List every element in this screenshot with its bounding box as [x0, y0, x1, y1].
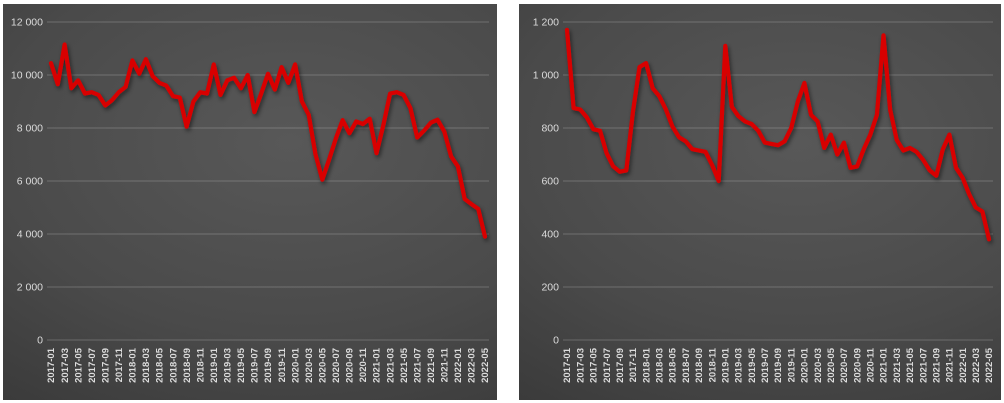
- right-chart-panel: 0 200 400 600 800 1 000 1 200 2017-01 2017-03 201…: [519, 4, 1001, 400]
- svg-text:2019-09: 2019-09: [263, 348, 274, 383]
- svg-text:2 000: 2 000: [17, 282, 43, 294]
- svg-text:2020-03: 2020-03: [304, 348, 315, 383]
- svg-text:2017-07: 2017-07: [87, 348, 98, 383]
- svg-text:2018-09: 2018-09: [694, 348, 705, 383]
- x-axis-labels: 2017-01 2017-03 2017-05 2017-07 2017-09 2017-…: [562, 347, 995, 383]
- svg-text:2017-01: 2017-01: [562, 347, 573, 383]
- svg-text:2020-09: 2020-09: [345, 348, 356, 383]
- svg-text:2021-11: 2021-11: [945, 347, 956, 382]
- svg-text:2022-05: 2022-05: [480, 347, 491, 383]
- svg-text:2019-07: 2019-07: [760, 348, 771, 383]
- svg-text:2019-09: 2019-09: [773, 348, 784, 383]
- svg-text:2019-07: 2019-07: [250, 348, 261, 383]
- svg-text:2017-11: 2017-11: [628, 347, 639, 382]
- svg-text:2018-03: 2018-03: [141, 348, 152, 383]
- svg-text:2021-05: 2021-05: [399, 347, 410, 383]
- svg-text:600: 600: [541, 176, 559, 188]
- svg-text:2019-11: 2019-11: [786, 347, 797, 382]
- svg-text:200: 200: [541, 282, 559, 294]
- svg-text:2020-07: 2020-07: [331, 348, 342, 383]
- svg-text:2021-05: 2021-05: [905, 347, 916, 383]
- svg-text:2018-01: 2018-01: [128, 347, 139, 383]
- svg-text:2021-03: 2021-03: [385, 348, 396, 383]
- y-axis-labels: 0 2 000 4 000 6 000 8 000 10 000 12 000: [11, 17, 43, 347]
- svg-text:2020-11: 2020-11: [358, 347, 369, 382]
- svg-text:2020-05: 2020-05: [317, 347, 328, 383]
- svg-text:2020-01: 2020-01: [290, 347, 301, 383]
- svg-text:2017-05: 2017-05: [589, 347, 600, 383]
- svg-text:2022-05: 2022-05: [984, 347, 995, 383]
- svg-text:6 000: 6 000: [17, 176, 43, 188]
- svg-text:2021-09: 2021-09: [426, 348, 437, 383]
- svg-text:2022-01: 2022-01: [453, 347, 464, 383]
- svg-text:2019-11: 2019-11: [277, 347, 288, 382]
- svg-text:2020-09: 2020-09: [852, 348, 863, 383]
- gridlines: [563, 21, 993, 341]
- svg-text:2019-01: 2019-01: [720, 347, 731, 383]
- svg-text:2018-07: 2018-07: [681, 348, 692, 383]
- svg-text:2021-03: 2021-03: [892, 348, 903, 383]
- svg-text:2021-07: 2021-07: [918, 348, 929, 383]
- svg-text:10 000: 10 000: [11, 70, 43, 82]
- svg-text:400: 400: [541, 229, 559, 241]
- svg-text:2022-03: 2022-03: [467, 348, 478, 383]
- svg-text:2019-01: 2019-01: [209, 347, 220, 383]
- svg-text:2021-09: 2021-09: [931, 348, 942, 383]
- svg-text:2017-05: 2017-05: [73, 347, 84, 383]
- svg-text:2018-01: 2018-01: [641, 347, 652, 383]
- svg-text:2017-01: 2017-01: [46, 347, 57, 383]
- svg-text:2020-05: 2020-05: [826, 347, 837, 383]
- svg-text:0: 0: [553, 335, 559, 347]
- svg-text:2019-05: 2019-05: [747, 347, 758, 383]
- svg-text:2021-11: 2021-11: [440, 347, 451, 382]
- series-line: [48, 42, 488, 239]
- svg-text:1 000: 1 000: [533, 70, 559, 82]
- svg-text:2020-03: 2020-03: [813, 348, 824, 383]
- svg-text:2017-09: 2017-09: [615, 348, 626, 383]
- gridlines: [47, 21, 489, 341]
- svg-text:800: 800: [541, 123, 559, 135]
- svg-text:2022-03: 2022-03: [971, 348, 982, 383]
- svg-text:2018-09: 2018-09: [182, 348, 193, 383]
- left-chart-panel: 0 2 000 4 000 6 000 8 000 10 000 12 000 2017-01…: [3, 4, 497, 400]
- svg-text:2017-11: 2017-11: [114, 347, 125, 382]
- svg-text:2017-09: 2017-09: [100, 348, 111, 383]
- svg-text:2022-01: 2022-01: [958, 347, 969, 383]
- svg-text:2021-01: 2021-01: [372, 347, 383, 383]
- svg-text:2019-03: 2019-03: [734, 348, 745, 383]
- svg-text:4 000: 4 000: [17, 229, 43, 241]
- svg-text:2019-05: 2019-05: [236, 347, 247, 383]
- svg-text:0: 0: [37, 335, 43, 347]
- svg-text:2021-01: 2021-01: [879, 347, 890, 383]
- svg-text:2018-03: 2018-03: [655, 348, 666, 383]
- svg-text:2020-11: 2020-11: [866, 347, 877, 382]
- x-axis-labels: 2017-01 2017-03 2017-05 2017-07 2017-09 2017-…: [46, 347, 491, 383]
- svg-text:2020-01: 2020-01: [800, 347, 811, 383]
- left-chart-svg: 0 2 000 4 000 6 000 8 000 10 000 12 000 2017-01…: [11, 17, 491, 383]
- svg-text:2017-03: 2017-03: [60, 348, 71, 383]
- y-axis-labels: 0 200 400 600 800 1 000 1 200: [533, 17, 559, 347]
- svg-text:2018-07: 2018-07: [168, 348, 179, 383]
- svg-text:2018-05: 2018-05: [668, 347, 679, 383]
- svg-text:2020-07: 2020-07: [839, 348, 850, 383]
- svg-text:2018-11: 2018-11: [195, 347, 206, 382]
- svg-text:8 000: 8 000: [17, 123, 43, 135]
- svg-text:2021-07: 2021-07: [412, 348, 423, 383]
- svg-text:2017-07: 2017-07: [602, 348, 613, 383]
- svg-text:2018-05: 2018-05: [155, 347, 166, 383]
- svg-text:12 000: 12 000: [11, 17, 43, 29]
- svg-text:1 200: 1 200: [533, 17, 559, 29]
- svg-text:2019-03: 2019-03: [223, 348, 234, 383]
- series-line: [564, 27, 992, 242]
- svg-text:2018-11: 2018-11: [707, 347, 718, 382]
- svg-text:2017-03: 2017-03: [575, 348, 586, 383]
